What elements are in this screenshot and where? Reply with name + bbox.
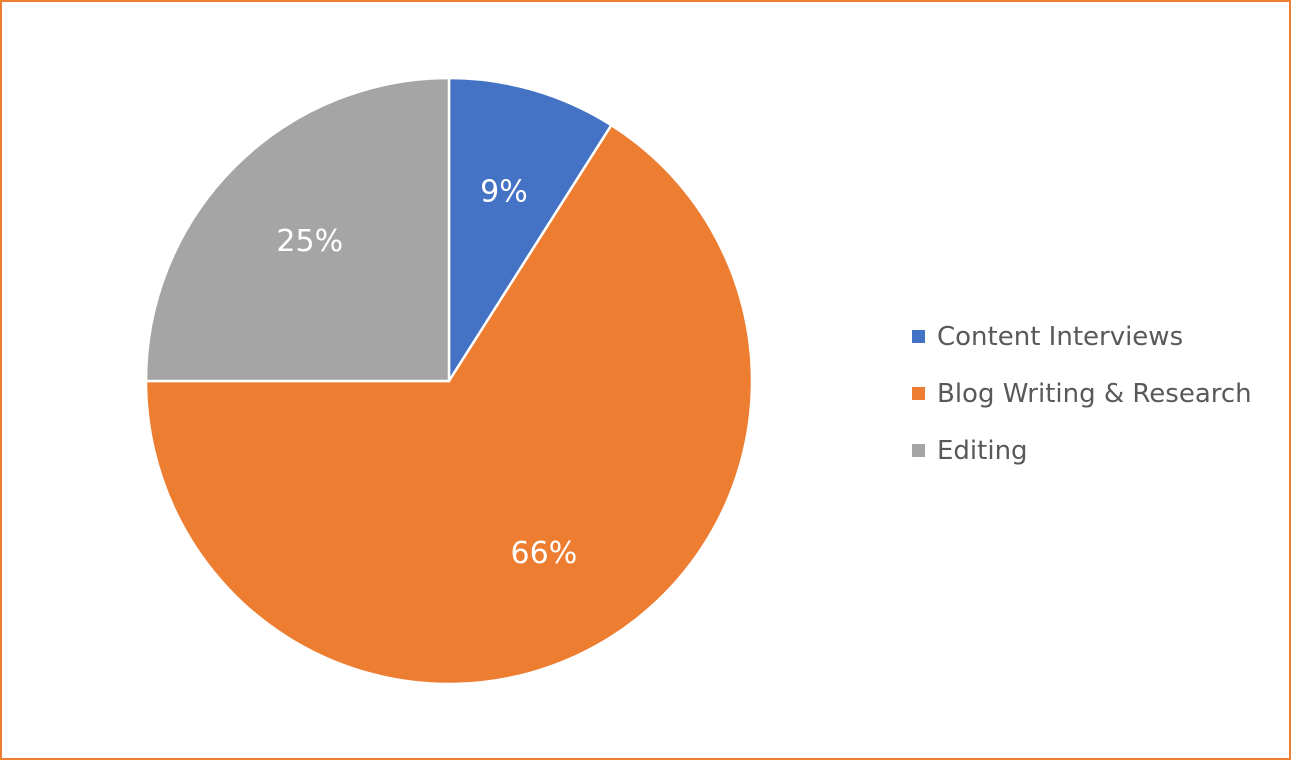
legend-label-editing: Editing <box>937 435 1028 466</box>
legend-swatch-blog-writing-research <box>912 387 925 400</box>
pie-slices <box>144 76 754 686</box>
data-label-blog-writing-research: 66% <box>511 536 578 571</box>
pie-slice-editing <box>144 76 451 383</box>
legend-item-editing: Editing <box>912 422 1252 479</box>
data-label-editing: 25% <box>276 224 343 259</box>
legend-swatch-content-interviews <box>912 330 925 343</box>
legend: Content Interviews Blog Writing & Resear… <box>912 308 1252 479</box>
legend-label-content-interviews: Content Interviews <box>937 321 1184 352</box>
legend-label-blog-writing-research: Blog Writing & Research <box>937 378 1252 409</box>
legend-swatch-editing <box>912 444 925 457</box>
legend-item-content-interviews: Content Interviews <box>912 308 1252 365</box>
pie-slice-content-interviews <box>447 76 614 386</box>
data-label-content-interviews: 9% <box>480 174 528 209</box>
pie-data-labels: 9% 66% 25% <box>276 174 577 571</box>
pie-slice-blog-writing-research <box>144 123 754 686</box>
legend-item-blog-writing-research: Blog Writing & Research <box>912 365 1252 422</box>
